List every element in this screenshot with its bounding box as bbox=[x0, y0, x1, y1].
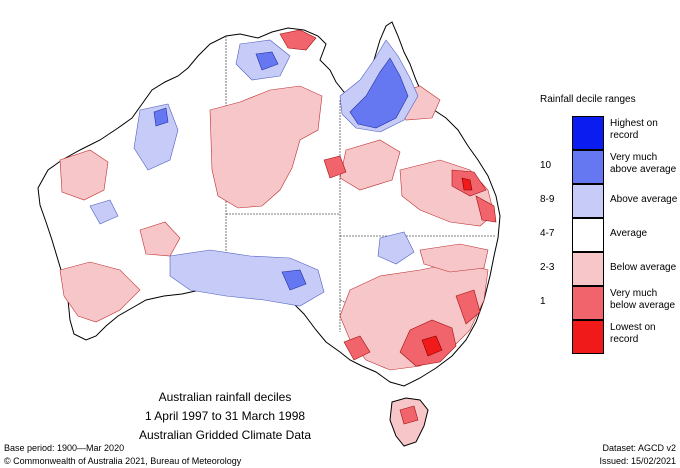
below-average-regions bbox=[59, 85, 495, 371]
map-date-range: 1 April 1997 to 31 March 1998 bbox=[144, 409, 306, 423]
base-period: Base period: 1900—Mar 2020 bbox=[4, 443, 125, 453]
legend-decile: 2-3 bbox=[540, 262, 555, 273]
legend-swatch bbox=[572, 150, 604, 184]
very-much-below-average-regions bbox=[279, 29, 497, 425]
legend-row-very-much-above: 10 Very much above average bbox=[540, 150, 680, 184]
legend-label: Average bbox=[610, 228, 648, 239]
very-much-above-average-regions bbox=[153, 51, 409, 291]
legend-row-highest: Highest on record bbox=[540, 116, 680, 150]
map-title: Australian rainfall deciles bbox=[158, 390, 292, 404]
legend-swatch bbox=[572, 218, 604, 252]
lowest-on-record-regions bbox=[421, 177, 473, 357]
map-dataset-name: Australian Gridded Climate Data bbox=[138, 428, 312, 442]
legend-label: Above average bbox=[610, 194, 678, 205]
legend-swatch bbox=[572, 252, 604, 286]
legend-row-above: 8-9 Above average bbox=[540, 184, 680, 218]
legend-row-average: 4-7 Average bbox=[540, 218, 680, 252]
legend-row-lowest: Lowest on record bbox=[540, 320, 680, 354]
legend-label: Very much below average bbox=[610, 288, 676, 311]
issued-date: Issued: 15/02/2021 bbox=[599, 456, 676, 466]
legend-row-below: 2-3 Below average bbox=[540, 252, 680, 286]
legend-label: Highest on record bbox=[610, 118, 658, 141]
dataset-label: Dataset: AGCD v2 bbox=[602, 443, 676, 453]
legend-label: Very much above average bbox=[610, 152, 677, 175]
legend-swatch bbox=[572, 320, 604, 354]
legend-decile: 1 bbox=[540, 296, 546, 307]
legend-decile: 10 bbox=[540, 160, 552, 171]
legend-swatch bbox=[572, 184, 604, 218]
legend-decile: 4-7 bbox=[540, 228, 555, 239]
legend-decile: 8-9 bbox=[540, 194, 555, 205]
map-title-block: Australian rainfall deciles 1 April 1997… bbox=[130, 388, 320, 445]
copyright: © Commonwealth of Australia 2021, Bureau… bbox=[4, 456, 242, 466]
legend-swatch bbox=[572, 116, 604, 150]
legend-row-very-much-below: 1 Very much below average bbox=[540, 286, 680, 320]
legend-label: Lowest on record bbox=[610, 322, 656, 345]
legend-swatch bbox=[572, 286, 604, 320]
legend-label: Below average bbox=[610, 262, 677, 273]
legend-title: Rainfall decile ranges bbox=[540, 94, 636, 105]
